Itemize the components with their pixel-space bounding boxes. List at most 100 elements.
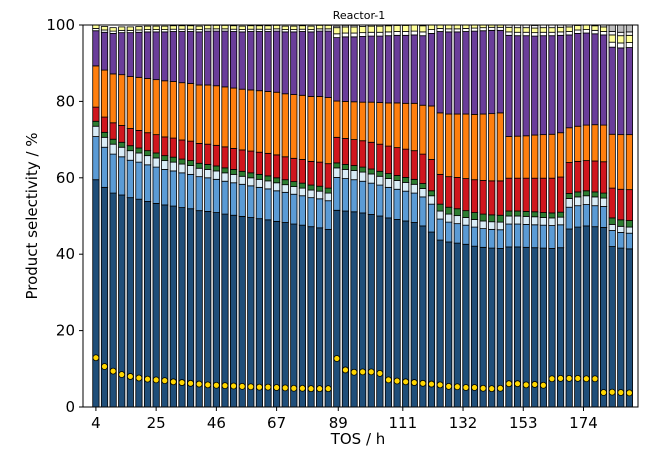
- bar-segment-8: [402, 31, 410, 36]
- x-tick-label: 174: [569, 414, 598, 432]
- bar-segment-10: [350, 24, 358, 28]
- scatter-point: [247, 383, 255, 391]
- bar-segment-4: [169, 156, 177, 163]
- bar-segment-2: [479, 228, 487, 248]
- bar-segment-9: [221, 24, 229, 30]
- y-tick-label: 20: [56, 322, 75, 340]
- bar-segment-2: [384, 186, 393, 219]
- bar-segment-2: [100, 146, 109, 188]
- bar-segment-7: [410, 34, 418, 104]
- bar-segment-7: [496, 29, 504, 114]
- bar-segment-9: [186, 25, 195, 30]
- scatter-point: [238, 382, 246, 390]
- bar-segment-9: [384, 25, 393, 33]
- bar-segment-9: [264, 25, 272, 30]
- bar-segment-4: [100, 131, 109, 138]
- bar-segment-5: [376, 143, 384, 172]
- bar-segment-5: [324, 163, 332, 189]
- bar-segment-9: [427, 24, 436, 30]
- bar-segment-5: [126, 128, 134, 147]
- bar-segment-4: [591, 191, 599, 198]
- bar-segment-9: [273, 24, 281, 30]
- bar-segment-4: [152, 152, 160, 159]
- bar-segment-7: [298, 31, 307, 96]
- bar-segment-5: [290, 157, 298, 183]
- bar-segment-9: [298, 25, 307, 30]
- bar-segment-2: [333, 177, 341, 211]
- bar-segment-6: [324, 97, 332, 165]
- bar-segment-1: [204, 211, 212, 408]
- bar-stack: [118, 26, 126, 408]
- scatter-point: [299, 384, 306, 392]
- bar-segment-8: [393, 31, 401, 36]
- bar-segment-3: [195, 167, 203, 178]
- bar-segment-6: [625, 134, 633, 191]
- bar-segment-3: [625, 226, 633, 234]
- bar-segment-1: [178, 207, 186, 408]
- bar-segment-3: [617, 225, 625, 233]
- bar-segment-6: [195, 84, 203, 144]
- bar-segment-10: [617, 31, 625, 37]
- scatter-point: [548, 375, 556, 383]
- bar-segment-2: [367, 182, 375, 215]
- bar-segment-3: [350, 170, 358, 181]
- bar-segment-6: [496, 112, 504, 182]
- bar-segment-1: [445, 241, 453, 408]
- bar-stack: [539, 24, 547, 408]
- bar-segment-9: [617, 35, 625, 44]
- bar-stack: [513, 24, 522, 408]
- bar-segment-1: [100, 186, 109, 408]
- bar-stack: [522, 24, 530, 408]
- scatter-point: [144, 375, 151, 383]
- bar-segment-7: [376, 35, 384, 103]
- y-tick-label: 60: [56, 169, 75, 187]
- bar-segment-6: [281, 93, 289, 158]
- bar-segment-4: [350, 165, 358, 171]
- bar-segment-3: [384, 178, 393, 188]
- scatter-point: [187, 379, 194, 387]
- bar-segment-2: [109, 153, 117, 194]
- bar-stack: [169, 25, 177, 408]
- bars-layer: [92, 24, 633, 408]
- bar-stack: [479, 24, 487, 408]
- bar-segment-8: [333, 33, 341, 39]
- bar-segment-4: [410, 178, 418, 185]
- bar-segment-7: [247, 31, 255, 91]
- bar-segment-1: [556, 247, 565, 408]
- bar-segment-3: [126, 150, 134, 161]
- bar-segment-6: [617, 134, 625, 190]
- bar-stack: [109, 27, 117, 408]
- bar-segment-3: [152, 157, 160, 168]
- bar-segment-5: [384, 145, 393, 174]
- bar-segment-9: [522, 27, 530, 33]
- bar-segment-4: [608, 217, 616, 225]
- bar-segment-3: [574, 196, 582, 207]
- x-tick-label: 132: [449, 414, 478, 432]
- bar-segment-3: [436, 210, 444, 220]
- bar-segment-2: [522, 223, 530, 248]
- bar-segment-4: [212, 165, 220, 172]
- bar-segment-8: [488, 26, 496, 31]
- bar-segment-7: [548, 35, 556, 135]
- bar-segment-4: [453, 208, 461, 217]
- bar-segment-7: [221, 30, 229, 88]
- bar-segment-3: [109, 143, 117, 155]
- bar-segment-5: [436, 173, 444, 205]
- bar-segment-8: [384, 31, 393, 37]
- bar-segment-5: [582, 160, 590, 192]
- bar-segment-1: [229, 214, 238, 408]
- bar-stack: [143, 25, 152, 408]
- bar-stack: [531, 24, 539, 408]
- bar-segment-4: [290, 181, 298, 187]
- bar-segment-7: [126, 32, 134, 77]
- bar-stack: [548, 24, 556, 408]
- bar-stack: [608, 24, 616, 408]
- bar-segment-2: [617, 232, 625, 249]
- bar-segment-7: [264, 31, 272, 92]
- bar-segment-4: [436, 203, 444, 212]
- bar-segment-2: [419, 196, 427, 227]
- scatter-point: [126, 373, 134, 380]
- bar-segment-3: [367, 173, 375, 184]
- bar-segment-6: [548, 133, 556, 179]
- scatter-point: [436, 381, 444, 389]
